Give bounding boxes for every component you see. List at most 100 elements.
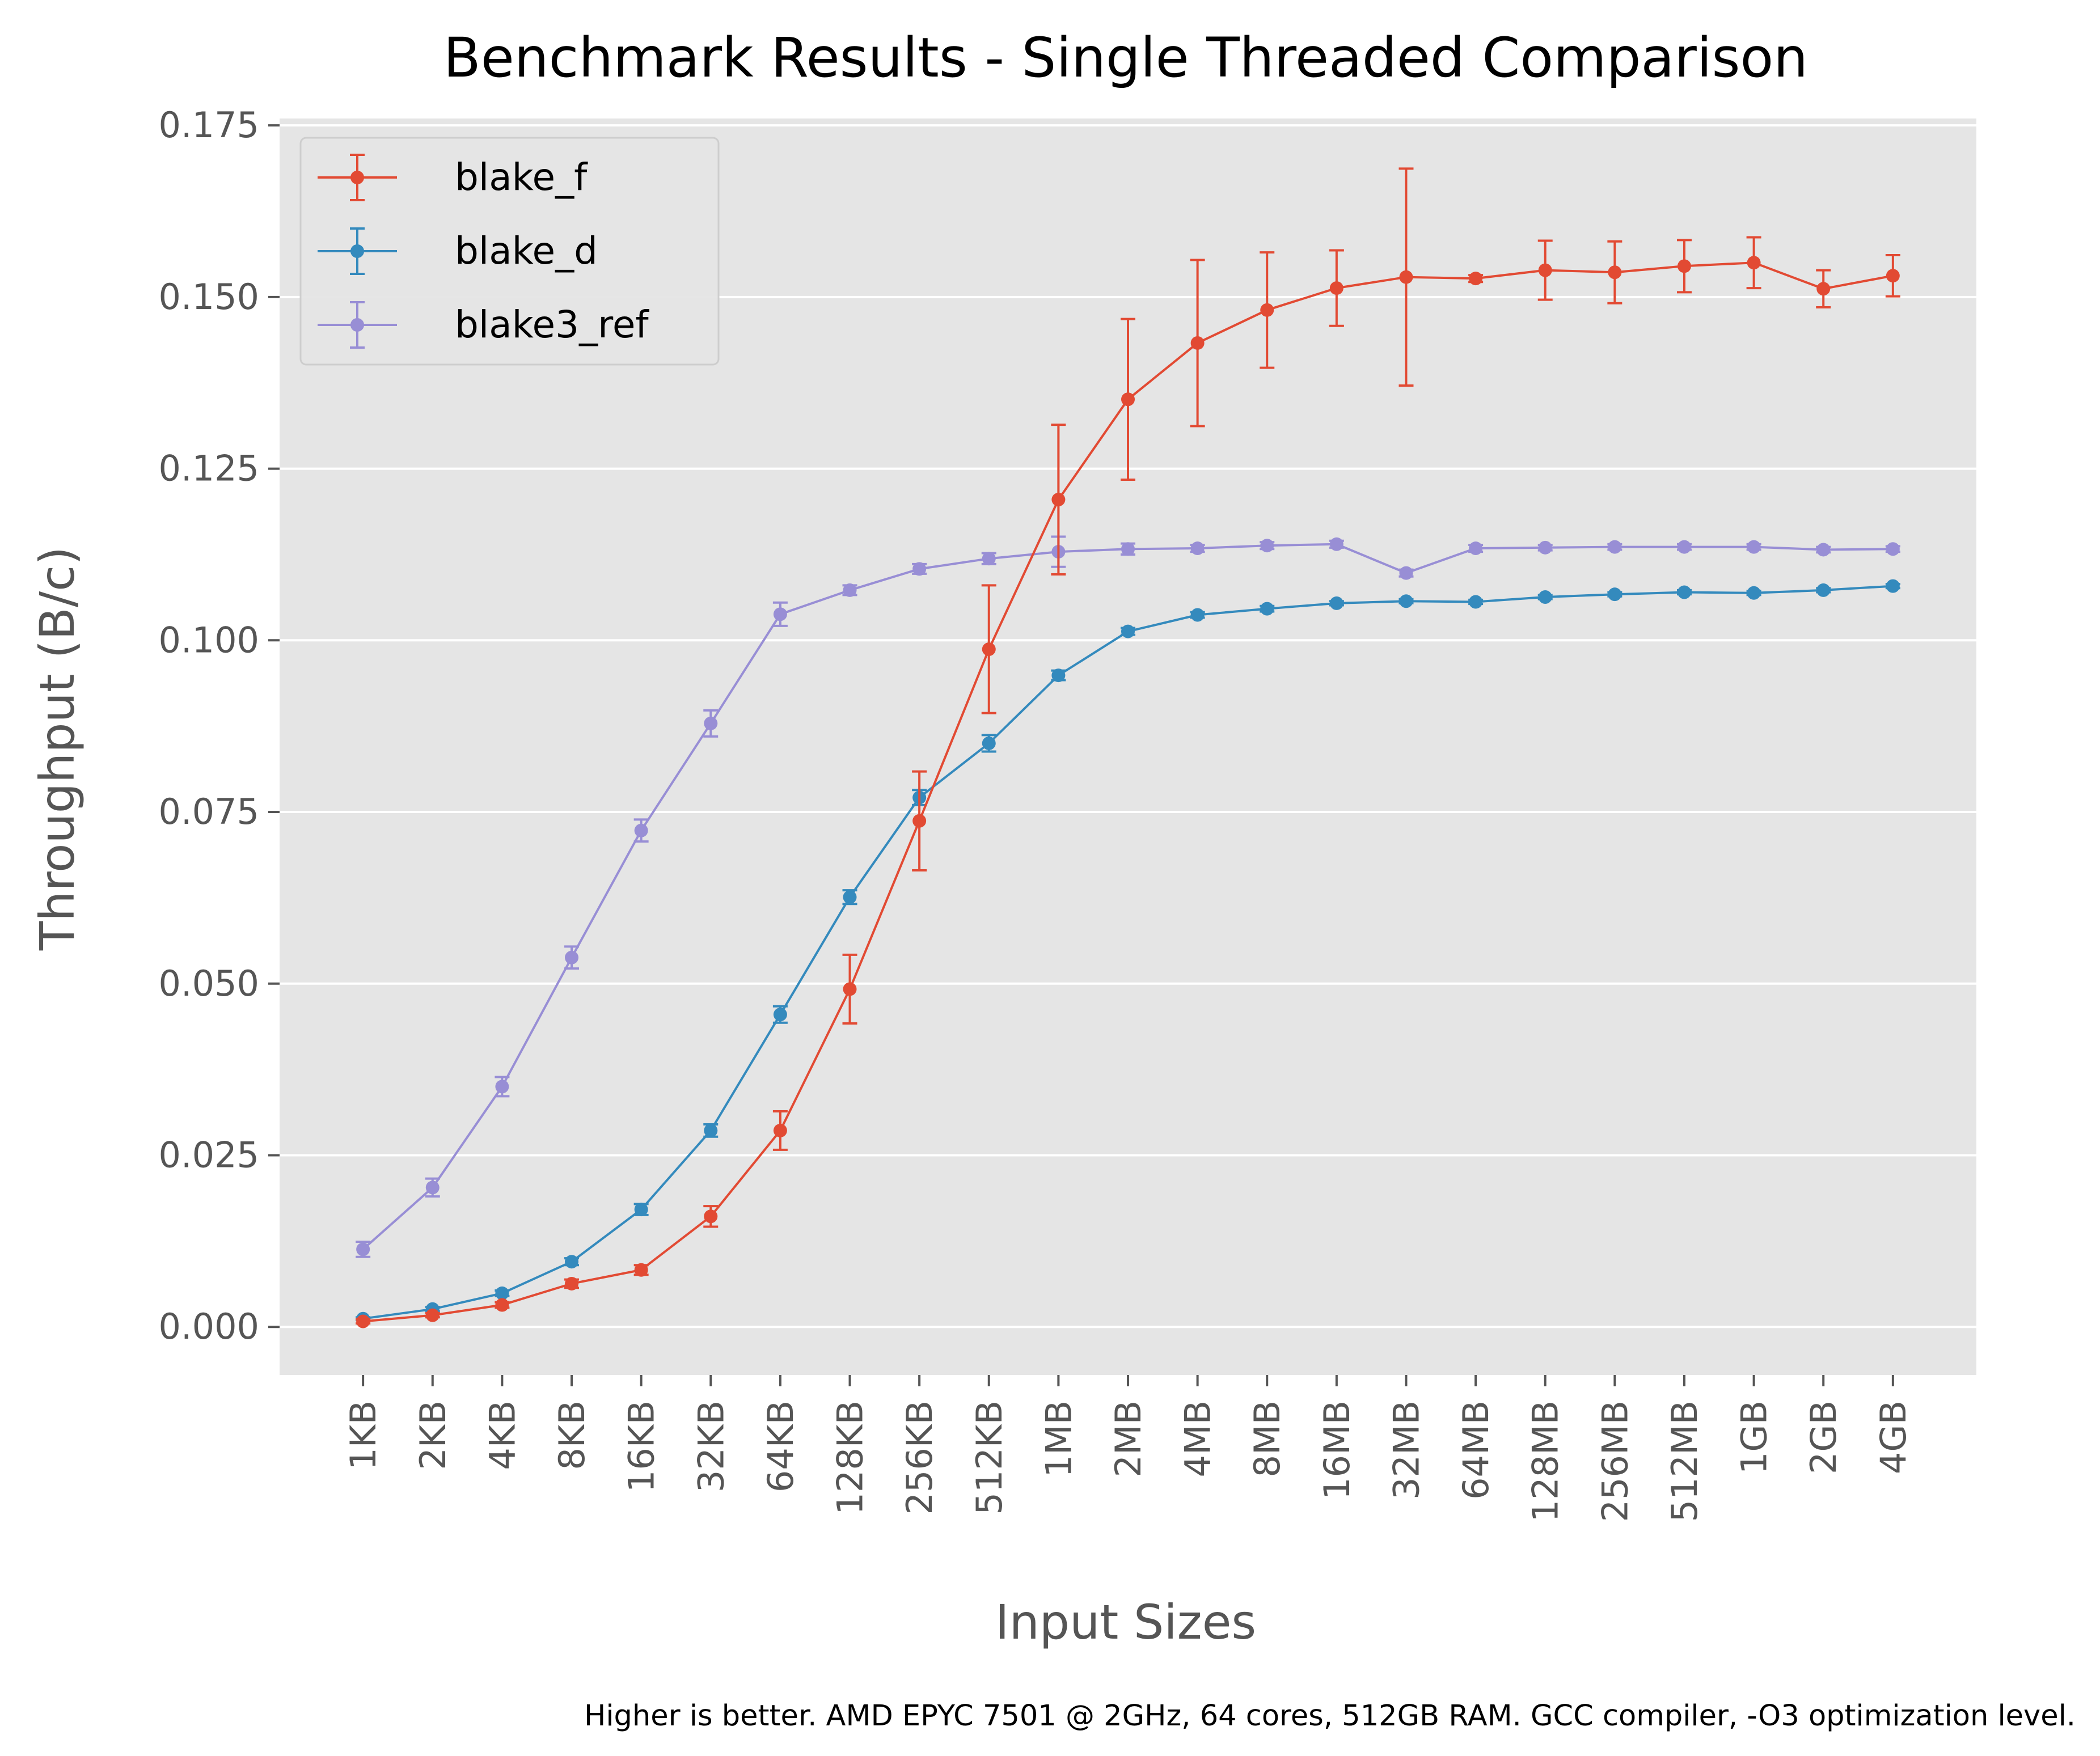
footnote: Higher is better. AMD EPYC 7501 @ 2GHz, … <box>584 1699 2076 1733</box>
data-point-blake_f <box>843 982 857 996</box>
x-tick-label: 512MB <box>1664 1400 1705 1522</box>
legend-marker <box>350 318 364 332</box>
data-point-blake_f <box>912 814 927 828</box>
data-point-blake_d <box>1608 587 1622 602</box>
x-tick-label: 32MB <box>1385 1400 1427 1500</box>
data-point-blake3_ref <box>1538 540 1552 555</box>
legend-label: blake_f <box>455 155 588 199</box>
legend-box <box>299 137 720 366</box>
data-point-blake3_ref <box>773 607 787 621</box>
data-point-blake_f <box>1816 282 1831 296</box>
data-point-blake3_ref <box>356 1242 370 1256</box>
x-axis-label: Input Sizes <box>995 1594 1256 1650</box>
legend-item-blake_d: blake_d <box>318 227 598 275</box>
data-point-blake_d <box>1399 594 1413 608</box>
x-tick-label: 2KB <box>412 1400 454 1470</box>
x-tick-label: 1GB <box>1734 1400 1775 1474</box>
data-point-blake3_ref <box>634 823 648 837</box>
series-blake_d <box>356 579 1900 1326</box>
data-point-blake_d <box>1260 602 1274 616</box>
data-point-blake3_ref <box>1399 566 1413 580</box>
data-point-blake_f <box>565 1276 579 1290</box>
y-tick-label: 0.175 <box>159 104 260 146</box>
x-axis: 1KB 2KB 4KB 8KB 16KB 32KB 64KB 128KB 256KB 512KB 1… <box>343 1375 1914 1522</box>
data-point-blake_d <box>1051 668 1066 683</box>
data-point-blake3_ref <box>1190 541 1205 556</box>
data-point-blake3_ref <box>1886 542 1900 556</box>
data-point-blake_f <box>1677 259 1691 273</box>
y-tick-label: 0.050 <box>159 963 260 1004</box>
legend-item-blake_f: blake_f <box>318 154 588 201</box>
legend: blake_f blake_d blake3_ref <box>299 137 720 366</box>
x-tick-label: 512KB <box>969 1400 1010 1515</box>
x-tick-label: 64KB <box>760 1400 801 1492</box>
data-point-blake3_ref <box>425 1180 440 1195</box>
legend-marker <box>350 171 364 184</box>
data-point-blake3_ref <box>565 950 579 964</box>
data-point-blake_f <box>1329 281 1343 295</box>
data-point-blake_d <box>1121 624 1135 638</box>
data-point-blake3_ref <box>1816 543 1831 557</box>
x-tick-label: 8MB <box>1247 1400 1288 1477</box>
x-tick-label: 2GB <box>1803 1400 1844 1474</box>
data-point-blake_f <box>1399 270 1413 284</box>
x-tick-label: 16KB <box>621 1400 662 1492</box>
data-point-blake3_ref <box>1677 540 1691 554</box>
data-point-blake_f <box>1260 303 1274 317</box>
data-point-blake_d <box>1816 583 1831 597</box>
data-point-blake_f <box>1608 265 1622 280</box>
data-point-blake_f <box>1469 272 1483 286</box>
data-point-blake_f <box>1190 336 1205 350</box>
x-tick-label: 8KB <box>551 1400 593 1470</box>
data-point-blake3_ref <box>1329 537 1343 551</box>
data-point-blake_d <box>1329 596 1343 610</box>
x-tick-label: 256KB <box>899 1400 940 1515</box>
data-point-blake_f <box>1886 269 1900 283</box>
x-tick-label: 4GB <box>1873 1400 1914 1474</box>
data-point-blake_d <box>1886 579 1900 593</box>
data-point-blake_d <box>1190 608 1205 622</box>
x-tick-label: 32KB <box>690 1400 732 1492</box>
data-point-blake_f <box>704 1209 718 1224</box>
series-group <box>356 167 1900 1328</box>
legend-marker <box>350 244 364 258</box>
x-tick-label: 256MB <box>1594 1400 1636 1522</box>
data-point-blake_d <box>843 890 857 904</box>
data-point-blake3_ref <box>1121 542 1135 556</box>
data-point-blake3_ref <box>1260 539 1274 553</box>
y-tick-label: 0.125 <box>159 448 260 489</box>
data-point-blake3_ref <box>1469 541 1483 556</box>
x-tick-label: 64MB <box>1455 1400 1497 1500</box>
data-point-blake3_ref <box>912 562 927 576</box>
chart-title: Benchmark Results - Single Threaded Comp… <box>443 26 1808 90</box>
data-point-blake_d <box>634 1203 648 1217</box>
y-tick-label: 0.000 <box>159 1306 260 1347</box>
data-point-blake_f <box>1121 392 1135 407</box>
data-point-blake_d <box>495 1286 509 1300</box>
legend-label: blake3_ref <box>455 303 649 346</box>
data-point-blake3_ref <box>982 552 996 566</box>
legend-label: blake_d <box>455 229 598 273</box>
data-point-blake_f <box>495 1298 509 1312</box>
data-point-blake3_ref <box>1608 540 1622 554</box>
data-point-blake_f <box>425 1308 440 1322</box>
legend-item-blake3_ref: blake3_ref <box>318 301 649 349</box>
data-point-blake_d <box>1747 586 1761 600</box>
y-tick-label: 0.025 <box>159 1135 260 1176</box>
data-point-blake_d <box>982 736 996 750</box>
data-point-blake3_ref <box>843 583 857 597</box>
data-point-blake_f <box>634 1263 648 1277</box>
y-tick-label: 0.150 <box>159 276 260 318</box>
data-point-blake_f <box>982 642 996 657</box>
data-point-blake_d <box>1677 585 1691 599</box>
x-tick-label: 4KB <box>481 1400 523 1470</box>
y-tick-label: 0.075 <box>159 791 260 832</box>
x-tick-label: 1MB <box>1038 1400 1079 1477</box>
data-point-blake_d <box>704 1123 718 1137</box>
x-tick-label: 4MB <box>1177 1400 1219 1477</box>
x-tick-label: 2MB <box>1108 1400 1149 1477</box>
y-axis: 0.000 0.025 0.050 0.075 0.100 0.125 0.150 0.175 <box>159 104 280 1347</box>
data-point-blake_f <box>356 1314 370 1328</box>
gridlines <box>280 124 1976 1328</box>
